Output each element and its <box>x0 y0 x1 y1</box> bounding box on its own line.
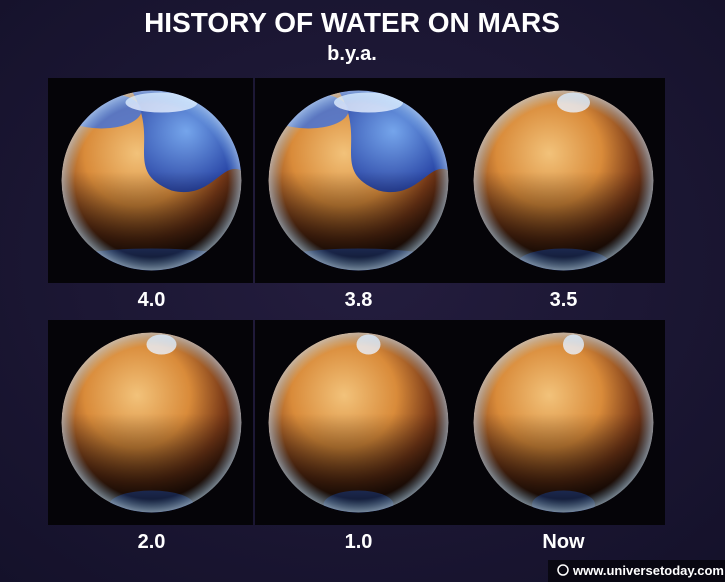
planet <box>473 90 654 271</box>
panel-label: Now <box>542 531 585 553</box>
panel <box>460 320 665 525</box>
atmosphere-rim <box>61 332 242 513</box>
title: HISTORY OF WATER ON MARS <box>144 7 560 38</box>
atmosphere-rim <box>61 90 242 271</box>
panel-label: 2.0 <box>138 531 166 553</box>
planet <box>61 332 242 513</box>
watermark: www.universetoday.com <box>548 560 725 582</box>
panel <box>255 78 460 283</box>
atmosphere-rim <box>268 90 449 271</box>
atmosphere-rim <box>473 90 654 271</box>
watermark-bg <box>548 560 725 582</box>
panel <box>460 78 665 283</box>
subtitle: b.y.a. <box>327 43 377 65</box>
panel-label: 4.0 <box>138 289 166 311</box>
watermark-text: www.universetoday.com <box>572 563 724 578</box>
panel-label: 3.8 <box>345 289 373 311</box>
panel-label: 1.0 <box>345 531 373 553</box>
panel <box>48 320 253 525</box>
atmosphere-rim <box>473 332 654 513</box>
watermark-icon <box>557 564 569 576</box>
panel <box>48 78 253 283</box>
panel <box>255 320 460 525</box>
atmosphere-rim <box>268 332 449 513</box>
panel-label: 3.5 <box>550 289 578 311</box>
planet <box>268 332 449 513</box>
panel-grid: 4.0 3.8 3.5 2.0 1.0 Now <box>48 78 665 553</box>
planet <box>473 332 654 513</box>
